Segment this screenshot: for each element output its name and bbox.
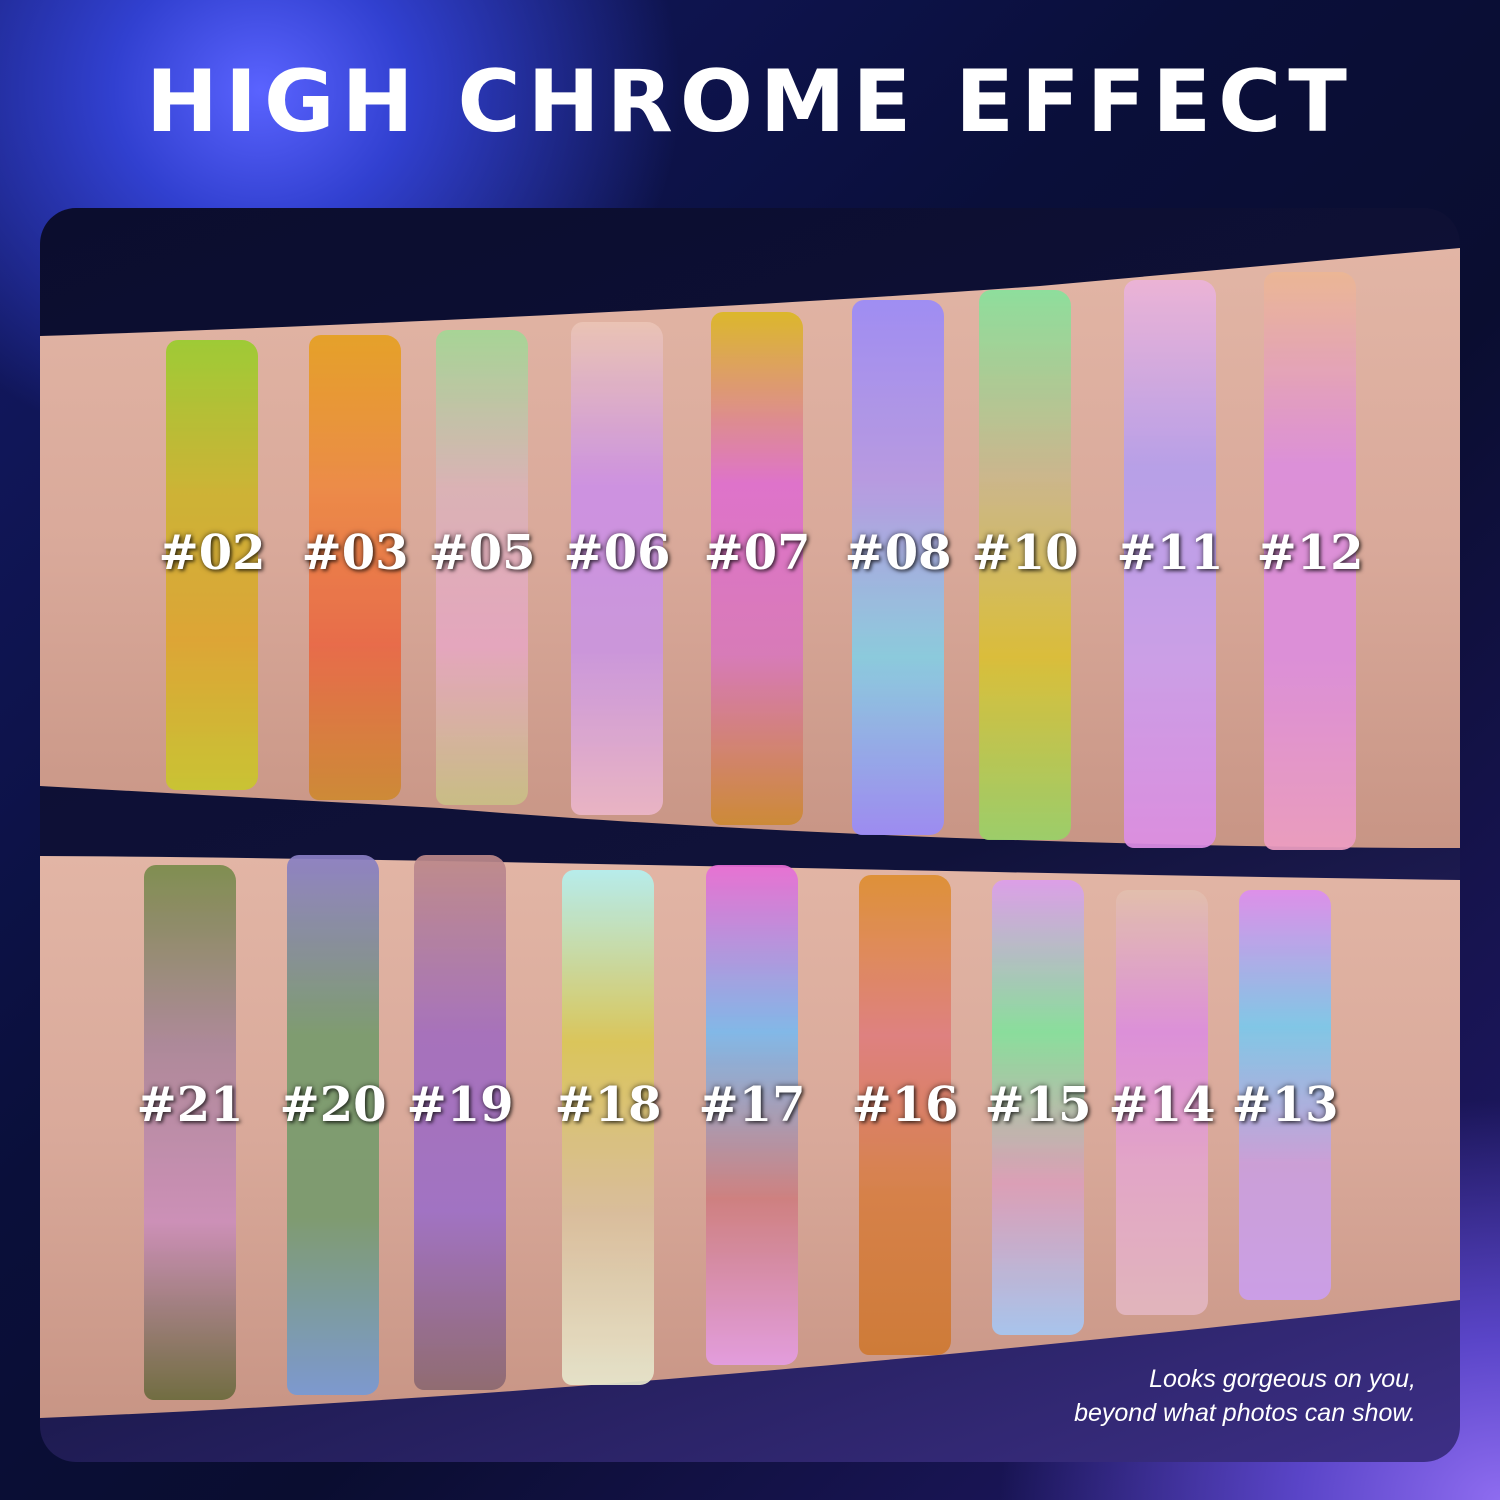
swatch-08 [852, 300, 944, 835]
shade-label: #08 [844, 525, 952, 581]
shade-label: #14 [1108, 1077, 1216, 1133]
shade-label: #05 [428, 525, 536, 581]
swatch-11 [1124, 280, 1216, 848]
swatch-12 [1264, 272, 1356, 850]
shade-label: #13 [1231, 1077, 1339, 1133]
shade-label: #19 [406, 1077, 514, 1133]
swatch-21 [144, 865, 236, 1400]
swatch-18 [562, 870, 654, 1385]
tagline: Looks gorgeous on you, beyond what photo… [1074, 1362, 1416, 1430]
shade-label: #03 [301, 525, 409, 581]
page-title: HIGH CHROME EFFECT [146, 52, 1354, 152]
shade-label: #15 [984, 1077, 1092, 1133]
shade-label: #17 [698, 1077, 806, 1133]
swatch-07 [711, 312, 803, 825]
swatch-20 [287, 855, 379, 1395]
shade-label: #06 [563, 525, 671, 581]
swatch-13 [1239, 890, 1331, 1300]
tagline-line-1: Looks gorgeous on you, [1149, 1365, 1416, 1393]
shade-label: #16 [851, 1077, 959, 1133]
swatch-17 [706, 865, 798, 1365]
shade-label: #12 [1256, 525, 1364, 581]
swatch-05 [436, 330, 528, 805]
swatch-06 [571, 322, 663, 815]
swatch-03 [309, 335, 401, 800]
tagline-line-2: beyond what photos can show. [1074, 1399, 1416, 1427]
shade-label: #21 [136, 1077, 244, 1133]
shade-label: #07 [703, 525, 811, 581]
swatch-15 [992, 880, 1084, 1335]
shade-label: #10 [971, 525, 1079, 581]
shade-label: #11 [1116, 525, 1224, 581]
swatch-19 [414, 855, 506, 1390]
swatch-10 [979, 290, 1071, 840]
shade-label: #18 [554, 1077, 662, 1133]
swatch-02 [166, 340, 258, 790]
shade-label: #20 [279, 1077, 387, 1133]
swatch-14 [1116, 890, 1208, 1315]
shade-label: #02 [158, 525, 266, 581]
swatch-16 [859, 875, 951, 1355]
